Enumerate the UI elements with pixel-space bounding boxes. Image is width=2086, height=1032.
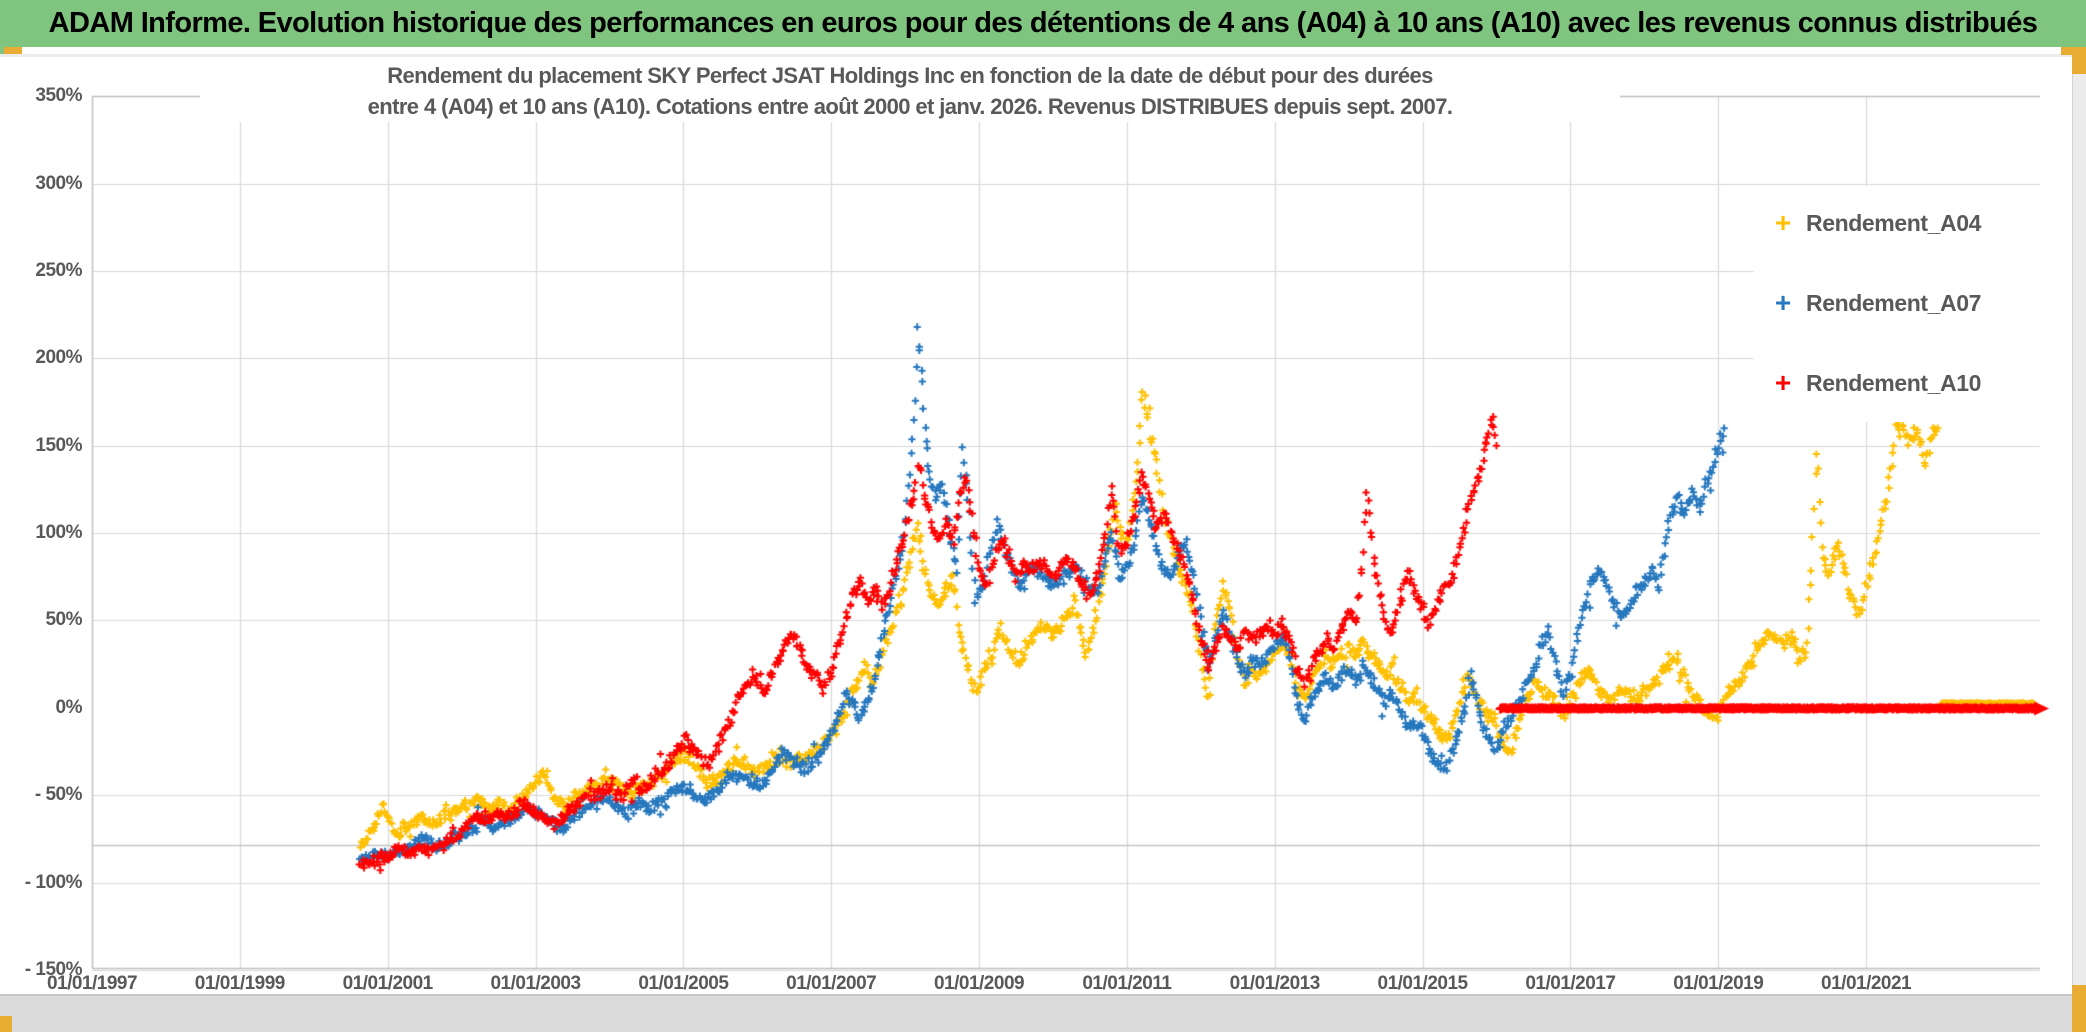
right-margin-column [2072,47,2086,994]
y-tick-label: - 100% [24,871,83,893]
x-tick-label: 01/01/2005 [638,973,729,994]
chart-title-line2: entre 4 (A04) et 10 ans (A10). Cotations… [367,94,1453,119]
y-tick-label: - 50% [34,784,83,806]
x-tick-label: 01/01/2013 [1229,973,1321,994]
gold-accent-top-left [4,47,22,54]
plus-marker-icon: + [1774,207,1792,238]
plus-marker-icon: + [1774,287,1792,318]
gold-accent-bottom-right [2072,985,2086,1032]
gold-accent-bottom-left [0,1016,12,1032]
page-title: ADAM Informe. Evolution historique des p… [48,7,2038,39]
plus-marker-icon: + [1774,367,1792,398]
y-tick-label: 150% [35,434,82,456]
y-tick-label: 200% [35,347,82,369]
legend-label: Rendement_A07 [1806,289,1982,316]
chart-title-line1: Rendement du placement SKY Perfect JSAT … [387,63,1433,88]
x-tick-label: 01/01/1997 [46,973,138,994]
y-tick-label: 350% [35,85,82,107]
legend-item-rendement-a04[interactable]: + Rendement_A04 [1772,206,1982,240]
header-bar: ADAM Informe. Evolution historique des p… [0,0,2086,47]
legend-label: Rendement_A10 [1806,369,1982,396]
bottom-status-strip [0,994,2086,1032]
x-tick-label: 01/01/2019 [1673,973,1764,994]
gold-accent-right-top [2072,50,2086,74]
y-tick-label: 300% [35,172,82,194]
x-tick-label: 01/01/2015 [1377,973,1469,994]
x-tick-label: 01/01/2021 [1821,973,1912,994]
y-tick-label: 100% [35,522,82,544]
x-tick-label: 01/01/2007 [786,973,877,994]
x-tick-label: 01/01/2017 [1525,973,1616,994]
green-edge-accent [0,47,4,54]
y-tick-label: - 150% [24,958,83,980]
x-tick-label: 01/01/2001 [342,973,434,994]
x-tick-label: 01/01/2011 [1082,973,1172,994]
y-tick-label: 250% [35,259,82,281]
legend-label: Rendement_A04 [1806,209,1982,236]
chart-legend: + Rendement_A04 + Rendement_A07 + Rendem… [1754,186,2040,422]
x-tick-label: 01/01/2003 [490,973,581,994]
x-tick-label: 01/01/1999 [194,973,286,994]
y-tick-label: 50% [45,609,82,631]
y-tick-label: 0% [55,696,83,718]
header-seam [0,54,2086,57]
legend-item-rendement-a07[interactable]: + Rendement_A07 [1772,286,1982,320]
x-tick-label: 01/01/2009 [933,973,1025,994]
legend-item-rendement-a10[interactable]: + Rendement_A10 [1772,366,1982,400]
chart-title: Rendement du placement SKY Perfect JSAT … [200,60,1620,122]
